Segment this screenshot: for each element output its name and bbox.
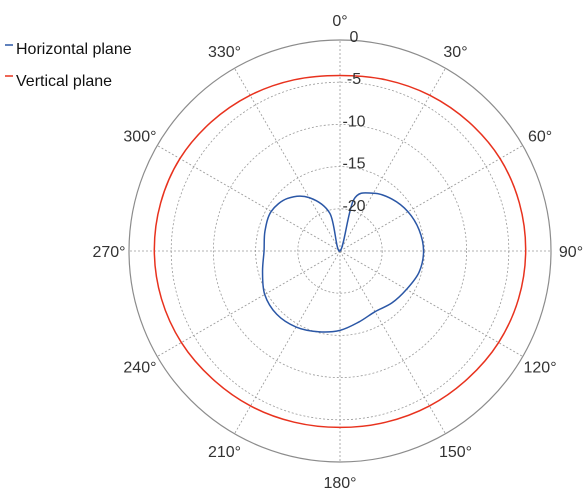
grid-ring-15 <box>255 166 425 336</box>
legend-label-vertical-plane: Vertical plane <box>16 73 112 90</box>
angle-tick-120: 120° <box>524 360 557 377</box>
angle-tick-240: 240° <box>123 360 156 377</box>
legend-label-horizontal-plane: Horizontal plane <box>16 41 132 58</box>
angle-tick-0: 0° <box>332 13 347 30</box>
grid-spoke-300 <box>157 145 341 252</box>
series-lines <box>153 74 527 429</box>
angle-tick-330: 330° <box>208 44 241 61</box>
grid-ring-20 <box>297 208 383 294</box>
series-line-horizontal-plane <box>261 192 425 333</box>
grid-spoke-60 <box>339 145 523 252</box>
grid-ring-10 <box>212 124 467 378</box>
angle-tick-180: 180° <box>323 475 356 492</box>
grid-ring-5 <box>170 81 510 421</box>
angle-tick-60: 60° <box>528 129 552 146</box>
grid-spoke-120 <box>339 250 523 357</box>
outer-ring <box>128 39 552 463</box>
radial-tick-labels: 0 -5 -10 -15 -20 <box>342 29 365 215</box>
angle-tick-labels: 0° 30° 60° 90° 120° 150° 180° 210° 240° 270° 300° 3… <box>92 13 583 492</box>
grid-spoke-240 <box>157 250 341 357</box>
angle-tick-150: 150° <box>439 444 472 461</box>
polar-grid <box>128 39 552 463</box>
angle-tick-270: 270° <box>92 244 125 261</box>
radial-tick-zero: 0 <box>350 29 359 46</box>
grid-spoke-210 <box>234 250 341 434</box>
grid-spoke-150 <box>339 250 446 434</box>
radial-tick-minus-15: -15 <box>342 156 365 173</box>
radial-tick-minus-10: -10 <box>342 113 365 130</box>
angle-tick-30: 30° <box>443 44 467 61</box>
radial-tick-minus-20: -20 <box>342 198 365 215</box>
radial-tick-minus-5: -5 <box>347 71 361 88</box>
angle-tick-300: 300° <box>123 129 156 146</box>
grid-spoke-330 <box>234 68 341 252</box>
series-line-vertical-plane <box>153 74 527 429</box>
angle-tick-210: 210° <box>208 444 241 461</box>
angle-tick-90: 90° <box>559 244 583 261</box>
legend: Horizontal plane Vertical plane <box>5 41 132 90</box>
grid-spoke-30 <box>339 68 446 252</box>
